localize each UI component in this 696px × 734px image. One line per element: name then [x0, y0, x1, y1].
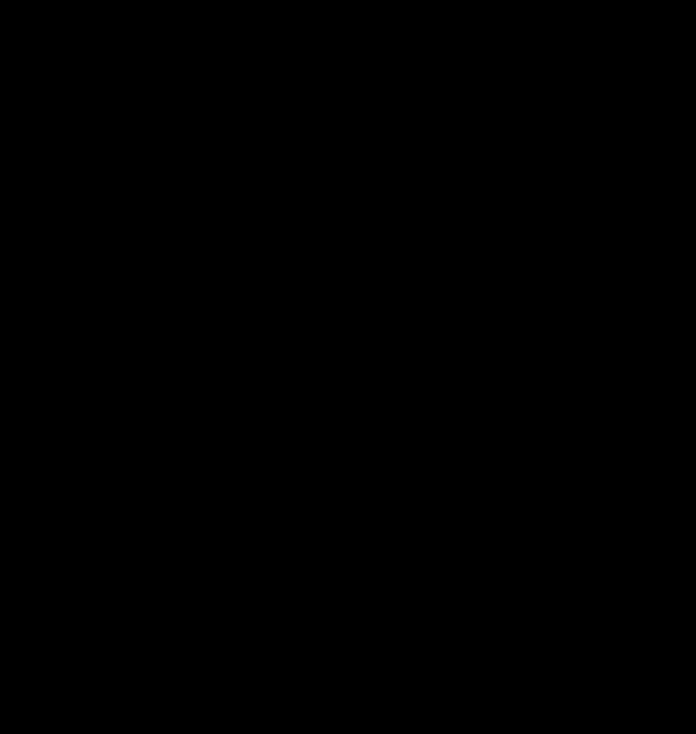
word-cloud [0, 0, 696, 734]
